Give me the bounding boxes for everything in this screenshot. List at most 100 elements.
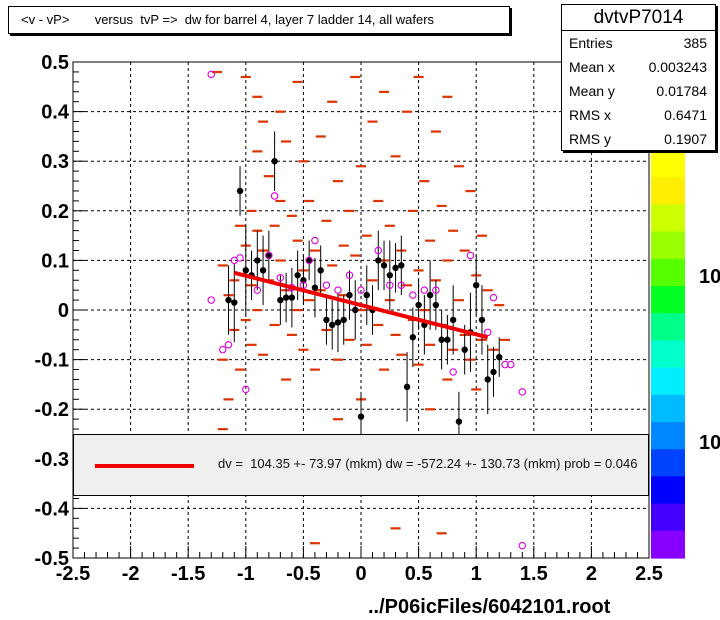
hist-bin	[442, 378, 453, 381]
x-tick-label: -2	[122, 563, 140, 585]
x-tick-label: -2.5	[56, 563, 90, 585]
open-point	[207, 296, 215, 304]
profile-point	[294, 272, 301, 279]
palette-segment	[651, 476, 685, 505]
hist-bin	[390, 527, 401, 530]
x-tick-label: -1.5	[171, 563, 205, 585]
hist-bin	[425, 239, 436, 242]
hist-bin	[402, 110, 413, 113]
stats-row-mean-y: Mean y 0.01784	[562, 79, 715, 103]
hist-bin	[344, 338, 355, 341]
fit-legend-box: dv = 104.35 +- 73.97 (mkm) dw = -572.24 …	[73, 434, 649, 496]
palette-label-upper: 10	[699, 266, 720, 288]
open-point	[265, 251, 273, 260]
palette-segment	[651, 313, 685, 341]
footer-filename: ../P06icFiles/6042101.root	[368, 596, 611, 618]
y-tick-label: 0.2	[41, 201, 69, 223]
palette-segment	[651, 258, 685, 287]
profile-point	[259, 267, 267, 274]
hist-bin	[442, 95, 453, 98]
hist-bin	[407, 209, 418, 212]
hist-bin	[235, 368, 246, 371]
open-point	[518, 541, 527, 550]
hist-bin	[286, 333, 297, 336]
stats-value: 0.6471	[664, 107, 707, 123]
hist-bin	[482, 289, 493, 292]
profile-point	[473, 282, 480, 289]
profile-point	[409, 334, 417, 341]
profile-point	[311, 284, 319, 291]
y-tick-label: 0.3	[41, 151, 69, 173]
hist-bin	[332, 180, 343, 183]
hist-bin	[217, 264, 228, 267]
hist-bin	[425, 343, 436, 346]
open-point	[518, 388, 527, 396]
hist-bin	[304, 299, 315, 302]
profile-point	[455, 418, 463, 425]
hist-bin	[373, 323, 384, 327]
open-point	[334, 286, 342, 294]
hist-bin	[367, 120, 378, 123]
y-tick-label: -0.3	[35, 449, 69, 471]
open-point	[501, 360, 509, 369]
hist-bin	[390, 155, 401, 158]
profile-point	[375, 257, 382, 264]
profile-point	[346, 291, 353, 299]
palette-segment	[651, 449, 685, 477]
open-point	[270, 192, 279, 200]
y-tick-label: -0.4	[35, 498, 70, 520]
hist-bin	[356, 165, 366, 168]
hist-bin	[281, 140, 292, 143]
stats-label: Mean x	[569, 59, 615, 75]
stats-box: dvtvP7014 Entries 385 Mean x 0.003243 Me…	[561, 4, 716, 151]
stats-name: dvtvP7014	[562, 5, 715, 31]
hist-bin	[453, 299, 464, 302]
profile-point	[449, 316, 457, 324]
stats-row-mean-x: Mean x 0.003243	[562, 55, 715, 79]
palette-segment	[651, 394, 685, 423]
hist-bin	[430, 130, 441, 133]
profile-point	[415, 301, 422, 309]
hist-bin	[402, 284, 413, 287]
profile-point	[496, 353, 503, 361]
profile-point	[334, 319, 342, 326]
hist-bin	[367, 279, 378, 282]
open-point	[374, 246, 383, 255]
hist-bin	[494, 304, 505, 307]
hist-bin	[309, 542, 320, 545]
fit-legend-text: dv = 104.35 +- 73.97 (mkm) dw = -572.24 …	[218, 456, 638, 471]
hist-bin	[338, 244, 349, 247]
profile-point	[317, 267, 324, 274]
open-point	[357, 286, 365, 294]
hist-bin	[327, 100, 338, 103]
profile-point	[329, 321, 336, 329]
hist-bin	[292, 80, 303, 84]
profile-point	[386, 272, 393, 279]
hist-bin	[304, 199, 315, 203]
hist-bin	[327, 264, 338, 267]
hist-bin	[373, 199, 384, 203]
profile-point	[352, 306, 359, 314]
stats-row-rms-y: RMS y 0.1907	[562, 127, 715, 151]
x-tick-label: 0.5	[405, 563, 433, 585]
hist-bin	[465, 189, 476, 193]
stats-label: Mean y	[569, 83, 615, 99]
profile-point	[432, 301, 440, 309]
hist-bin	[356, 309, 366, 312]
stats-value: 385	[683, 35, 707, 51]
fit-legend-line	[95, 464, 194, 468]
hist-bin	[275, 199, 286, 203]
hist-bin	[448, 229, 459, 232]
hist-bin	[269, 323, 280, 327]
y-tick-label: -0.2	[35, 399, 69, 421]
open-point	[345, 271, 354, 280]
hist-bin	[309, 368, 320, 371]
palette-segment	[651, 231, 685, 260]
y-tick-label: -0.1	[35, 350, 69, 372]
palette-segment	[651, 340, 685, 369]
palette-segment	[651, 286, 685, 314]
hist-bin	[315, 135, 326, 138]
hist-bin	[476, 234, 487, 237]
profile-point	[478, 316, 486, 324]
